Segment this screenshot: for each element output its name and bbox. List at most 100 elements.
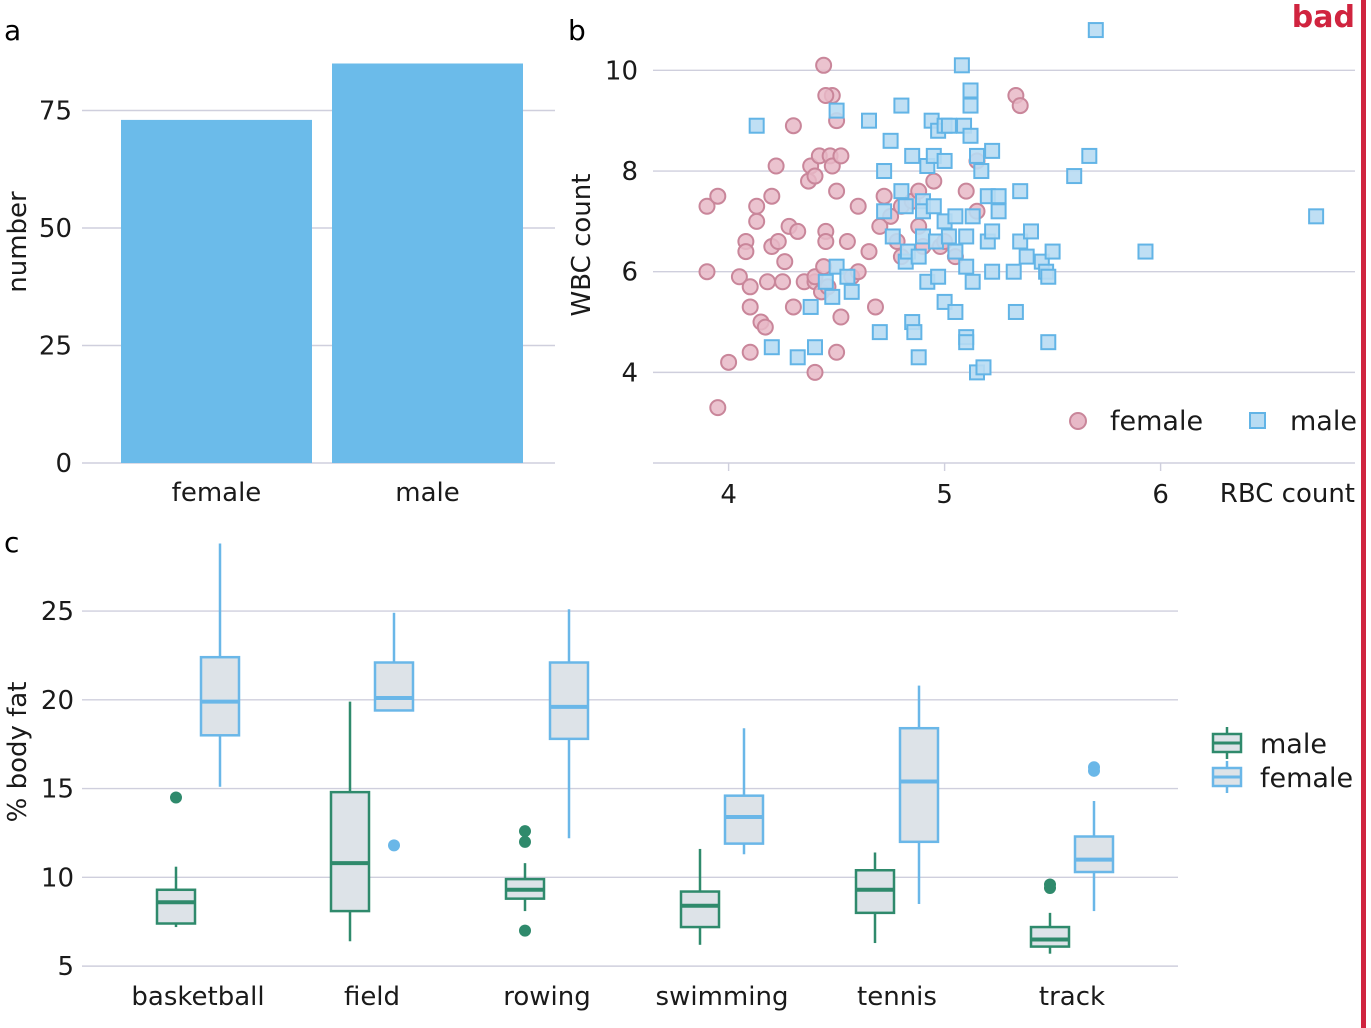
point-male (984, 263, 1001, 280)
point-male (1081, 147, 1098, 164)
point-female (698, 263, 716, 281)
box-female-swimming (723, 794, 765, 845)
point-male (973, 163, 990, 180)
point-female (741, 278, 759, 296)
point-female (860, 243, 878, 261)
outlier-point (519, 835, 531, 848)
x-tick-label: track (1039, 982, 1105, 1012)
x-tick-label: 5 (936, 480, 953, 510)
y-tick-label: 4 (621, 358, 638, 388)
y-tick-label: 6 (621, 258, 638, 288)
x-tick-label: female (172, 478, 262, 508)
y-tick-label: 5 (57, 952, 74, 982)
point-female (737, 243, 755, 261)
point-male (964, 208, 981, 225)
point-female (756, 318, 774, 336)
point-male (1012, 183, 1029, 200)
point-male (953, 57, 970, 74)
point-male (817, 273, 834, 290)
point-male (1044, 243, 1061, 260)
point-female (748, 212, 766, 230)
point-male (1023, 223, 1039, 240)
point-male (962, 82, 979, 99)
point-male (1040, 334, 1057, 351)
outlier-point (519, 825, 531, 838)
point-male (789, 349, 806, 366)
point-female (1011, 97, 1029, 115)
point-male (910, 248, 927, 265)
point-female (832, 308, 850, 326)
x-tick-label: male (395, 478, 459, 508)
outlier-point (1088, 761, 1100, 774)
x-tick-label: tennis (857, 982, 937, 1012)
panel-b-ylabel: WBC count (567, 174, 597, 317)
point-female (758, 273, 776, 291)
y-tick-label: 75 (39, 97, 72, 127)
point-male (843, 283, 860, 300)
box-female-rowing (548, 661, 590, 741)
box-female-field (373, 661, 415, 712)
point-male (861, 112, 877, 129)
point-male (807, 339, 823, 356)
point-male (1087, 22, 1104, 39)
box-female-tennis (898, 726, 940, 844)
point-male (893, 97, 910, 114)
point-male (906, 324, 923, 341)
point-male (1007, 303, 1024, 320)
legend-female-label: female (1260, 763, 1353, 794)
point-male (1040, 268, 1057, 285)
point-female (774, 273, 792, 291)
point-female (789, 222, 807, 240)
point-female (957, 182, 975, 200)
point-male (882, 132, 899, 149)
panel-letter-a: a (4, 14, 21, 47)
legend-male-label: male (1260, 729, 1327, 760)
point-male (936, 152, 953, 169)
point-male (893, 183, 910, 200)
point-male (824, 288, 841, 305)
point-male (1066, 168, 1083, 185)
point-female (769, 233, 787, 250)
point-male (990, 188, 1007, 205)
point-male (969, 147, 985, 164)
y-tick-label: 15 (41, 775, 74, 805)
point-female (767, 157, 785, 175)
point-male (958, 228, 975, 245)
point-female (741, 298, 759, 316)
point-male (1137, 243, 1154, 260)
point-female (709, 187, 727, 205)
point-female (838, 233, 856, 250)
point-female (776, 253, 794, 271)
outlier-point (519, 924, 531, 937)
point-female (741, 343, 759, 361)
point-male (828, 102, 845, 119)
y-tick-label: 25 (41, 597, 74, 627)
point-male (1308, 208, 1325, 225)
point-female (806, 363, 824, 381)
x-tick-label: basketball (131, 982, 264, 1012)
panel-c-box-plot: 5 10 15 20 25 basketball field rowing swimming te… (41, 543, 1353, 1012)
point-male (930, 268, 947, 285)
point-female (806, 167, 824, 185)
point-male (910, 349, 927, 366)
point-male (975, 359, 992, 376)
panel-b-scatter-plot: 4 6 8 10 4 5 6 female male (605, 22, 1357, 510)
point-female (784, 298, 802, 316)
y-tick-label: 25 (39, 332, 72, 362)
point-female (828, 343, 846, 361)
panel-letter-b: b (568, 14, 586, 47)
legend-male-label: male (1290, 406, 1357, 437)
point-female (866, 298, 884, 316)
point-male (958, 258, 975, 275)
point-male (984, 142, 1001, 159)
box-female-basketball (199, 655, 241, 737)
point-male (925, 198, 942, 215)
x-tick-label: rowing (503, 982, 591, 1012)
point-male (1005, 263, 1022, 280)
bad-marker-rule (1361, 0, 1366, 1028)
point-male (947, 243, 964, 260)
box-male-field (329, 790, 371, 913)
point-male (763, 339, 780, 356)
point-male (871, 324, 888, 341)
badge-label: bad (1292, 0, 1355, 35)
